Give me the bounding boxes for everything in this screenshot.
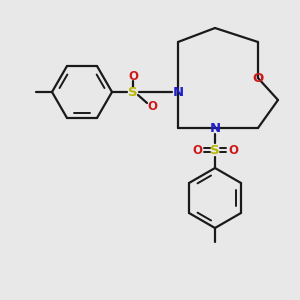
Text: S: S [128, 85, 138, 98]
Text: O: O [128, 70, 138, 83]
Text: O: O [252, 71, 264, 85]
Text: N: N [172, 85, 184, 98]
Text: O: O [147, 100, 157, 112]
Text: O: O [192, 143, 202, 157]
Text: S: S [210, 143, 220, 157]
Text: N: N [209, 122, 220, 134]
Text: O: O [228, 143, 238, 157]
